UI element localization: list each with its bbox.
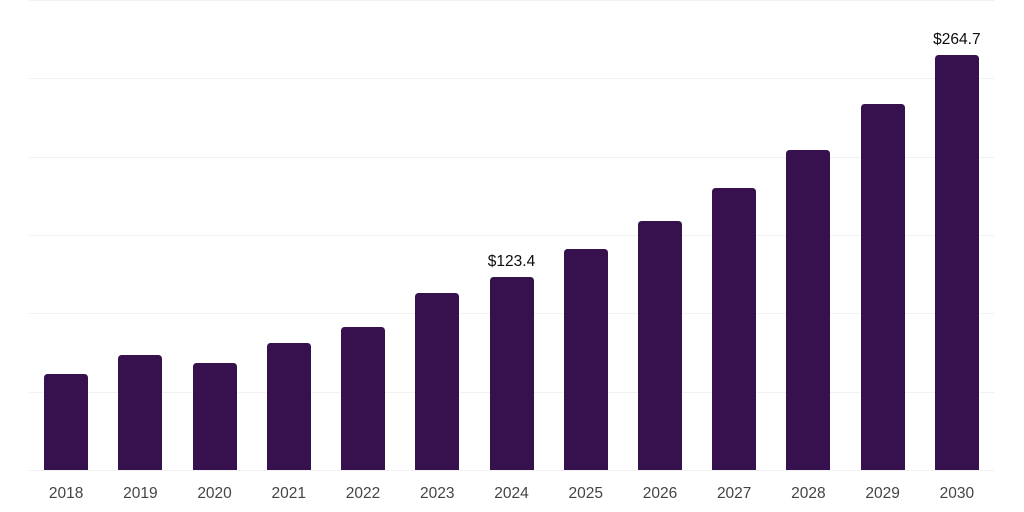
x-tick-label-2022: 2022 <box>345 485 381 502</box>
bar-2027 <box>712 188 757 470</box>
x-tick-label-2020: 2020 <box>197 485 232 502</box>
bar-2030 <box>934 55 979 470</box>
bar-2018 <box>44 373 89 470</box>
x-tick-label-2028: 2028 <box>791 485 826 502</box>
gridline <box>29 156 994 158</box>
bar-2023 <box>415 292 460 470</box>
bar-2020 <box>192 363 237 470</box>
x-tick-label-2029: 2029 <box>865 485 900 502</box>
x-tick-label-2023: 2023 <box>420 485 455 502</box>
x-tick-label-2024: 2024 <box>494 485 529 502</box>
x-tick-label-2025: 2025 <box>568 485 603 502</box>
x-tick-label-2030: 2030 <box>939 485 975 502</box>
gridline <box>29 0 994 1</box>
bar-2025 <box>563 249 608 470</box>
gridline <box>29 78 994 80</box>
bar-2019 <box>118 354 163 470</box>
bar-2028 <box>786 150 831 470</box>
bar-2021 <box>266 342 311 470</box>
bar-2026 <box>637 221 682 470</box>
bar-2029 <box>860 104 905 470</box>
gridline <box>29 235 994 236</box>
x-tick-label-2018: 2018 <box>48 485 84 502</box>
data-label-2024: $123.4 <box>487 252 536 270</box>
gridline <box>29 470 994 471</box>
x-tick-label-2027: 2027 <box>716 485 752 502</box>
x-tick-label-2021: 2021 <box>271 485 307 502</box>
x-tick-label-2026: 2026 <box>642 485 678 502</box>
bar-2022 <box>341 326 386 470</box>
plot-area: $123.4 $264.7 <box>29 0 994 471</box>
x-tick-label-2019: 2019 <box>123 485 158 502</box>
bar-2024 <box>489 276 534 470</box>
data-label-2030: $264.7 <box>933 31 981 49</box>
